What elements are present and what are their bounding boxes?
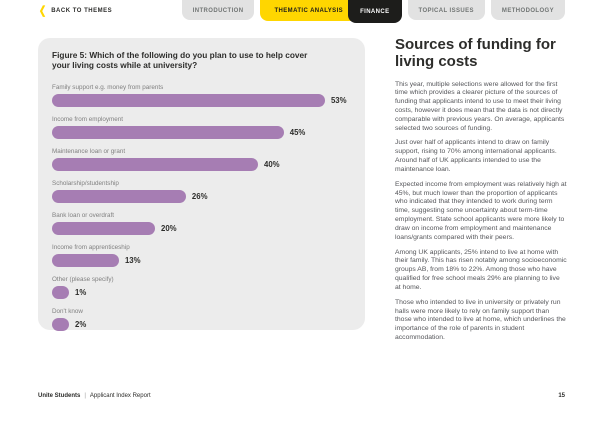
- bar-value-label: 40%: [264, 159, 280, 169]
- article-paragraph: Expected income from employment was rela…: [395, 180, 567, 241]
- bar-line: 2%: [52, 317, 351, 331]
- footer-report-title: Applicant Index Report: [89, 393, 151, 399]
- bar-row: Don't know 2%: [52, 308, 351, 331]
- bar: [52, 221, 155, 235]
- article-paragraph: Those who intended to live in university…: [395, 298, 566, 342]
- bar-row: Scholarship/studentship 26%: [52, 180, 351, 203]
- bar-line: 40%: [52, 157, 351, 171]
- footer-report-name: Unite Students | Applicant Index Report: [38, 393, 151, 399]
- bar: [52, 157, 258, 171]
- section-tabs: INTRODUCTION THEMATIC ANALYSIS FINANCE TOPI…: [176, 0, 565, 23]
- bar-value-label: 45%: [289, 127, 306, 137]
- bar-line: 26%: [52, 189, 351, 203]
- bar-category-label: Scholarship/studentship: [52, 179, 119, 187]
- bar-line: 53%: [52, 93, 351, 107]
- tab-thematic-analysis[interactable]: THEMATIC ANALYSIS: [260, 0, 358, 21]
- bar-row: Other (please specify) 1%: [52, 276, 351, 299]
- bar-value-label: 20%: [161, 223, 177, 233]
- article: Sources of funding for living costs This…: [395, 36, 567, 349]
- footer-brand: Unite Students: [38, 393, 81, 399]
- article-title: Sources of funding for living costs: [395, 36, 556, 71]
- bar-value-label: 2%: [75, 319, 87, 329]
- back-to-themes-label: BACK TO THEMES: [51, 8, 113, 14]
- bar-value-label: 1%: [75, 287, 87, 297]
- bar: [52, 253, 119, 267]
- bar-category-label: Family support e.g. money from parents: [52, 83, 164, 91]
- article-paragraph: This year, multiple selections were allo…: [395, 80, 565, 132]
- article-body: This year, multiple selections were allo…: [395, 81, 567, 343]
- page-number: 15: [558, 393, 565, 399]
- tab-topical-issues[interactable]: TOPICAL ISSUES: [407, 0, 485, 20]
- bar-line: 20%: [52, 221, 351, 235]
- bar-category-label: Bank loan or overdraft: [52, 211, 114, 219]
- figure-title: Figure 5: Which of the following do you …: [52, 50, 308, 71]
- bar-value-label: 53%: [330, 95, 347, 105]
- bar: [52, 93, 325, 107]
- bar-value-label: 26%: [191, 191, 208, 201]
- tab-methodology[interactable]: METHODOLOGY: [490, 0, 565, 20]
- bar-line: 45%: [52, 125, 351, 139]
- bar-row: Maintenance loan or grant 40%: [52, 148, 351, 171]
- back-chevron-icon: ❮: [38, 5, 47, 17]
- tab-introduction[interactable]: INTRODUCTION: [181, 0, 255, 20]
- figure-panel: Figure 5: Which of the following do you …: [38, 38, 365, 331]
- bar: [52, 285, 69, 299]
- article-paragraph: Just over half of applicants intend to d…: [395, 139, 557, 173]
- bar: [52, 125, 284, 139]
- top-nav: ❮ BACK TO THEMES INTRODUCTION THEMATIC AN…: [0, 0, 600, 26]
- bar-category-label: Maintenance loan or grant: [52, 147, 126, 155]
- bar-row: Family support e.g. money from parents 53…: [52, 84, 351, 107]
- article-paragraph: Among UK applicants, 25% intend to live …: [395, 248, 567, 291]
- bar: [52, 317, 69, 331]
- back-to-themes-link[interactable]: ❮ BACK TO THEMES: [38, 5, 113, 17]
- bar-category-label: Other (please specify): [52, 275, 114, 283]
- page-footer: Unite Students | Applicant Index Report …: [38, 393, 565, 399]
- bar: [52, 189, 186, 203]
- bar-row: Income from apprenticeship 13%: [52, 244, 351, 267]
- tab-finance[interactable]: FINANCE: [348, 0, 402, 23]
- bar-category-label: Income from apprenticeship: [52, 243, 130, 251]
- bar-value-label: 13%: [124, 255, 141, 265]
- bar-category-label: Income from employment: [52, 115, 124, 123]
- footer-separator: |: [84, 393, 86, 399]
- bar-row: Income from employment 45%: [52, 116, 351, 139]
- bar-category-label: Don't know: [52, 307, 83, 315]
- bar-chart: Family support e.g. money from parents 53…: [52, 84, 351, 331]
- bar-line: 13%: [52, 253, 351, 267]
- bar-line: 1%: [52, 285, 351, 299]
- bar-row: Bank loan or overdraft 20%: [52, 212, 351, 235]
